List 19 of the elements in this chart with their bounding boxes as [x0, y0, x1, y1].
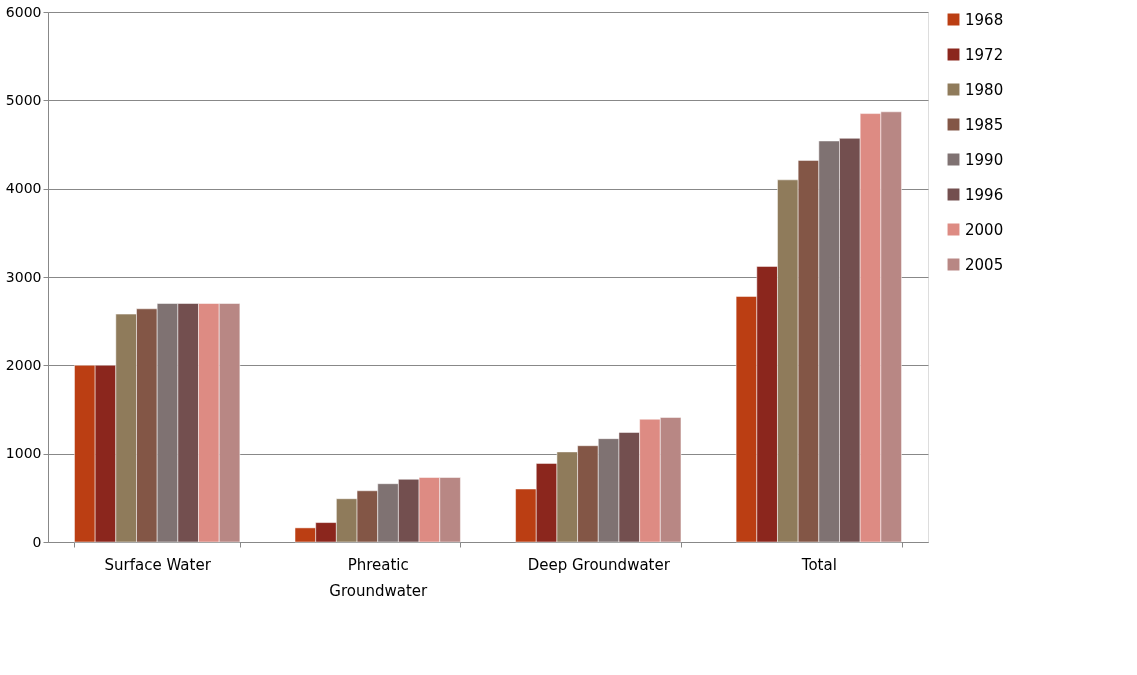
y-tick-label: 4000: [5, 180, 42, 197]
x-tick-label: Total: [800, 555, 837, 574]
legend-label: 1968: [965, 10, 1004, 29]
y-tick-label: 2000: [5, 356, 42, 373]
legend-label: 1996: [965, 185, 1004, 204]
y-tick-label: 0: [32, 533, 42, 550]
x-tick-label: Surface Water: [104, 555, 212, 574]
y-tick-label: 1000: [5, 445, 42, 462]
x-tick-label: Deep Groundwater: [527, 555, 671, 574]
y-tick-label: 3000: [5, 268, 42, 285]
y-tick-label: 5000: [5, 91, 42, 108]
legend-label: 2005: [965, 255, 1004, 274]
legend-label: 1985: [965, 115, 1004, 134]
legend-label: 1972: [965, 45, 1004, 64]
legend-label: 1980: [965, 80, 1004, 99]
legend-label: 2000: [965, 220, 1004, 239]
x-tick-label: Phreatic Groundwater: [329, 555, 429, 600]
y-tick-label: 6000: [5, 3, 42, 20]
legend-label: 1990: [965, 150, 1004, 169]
